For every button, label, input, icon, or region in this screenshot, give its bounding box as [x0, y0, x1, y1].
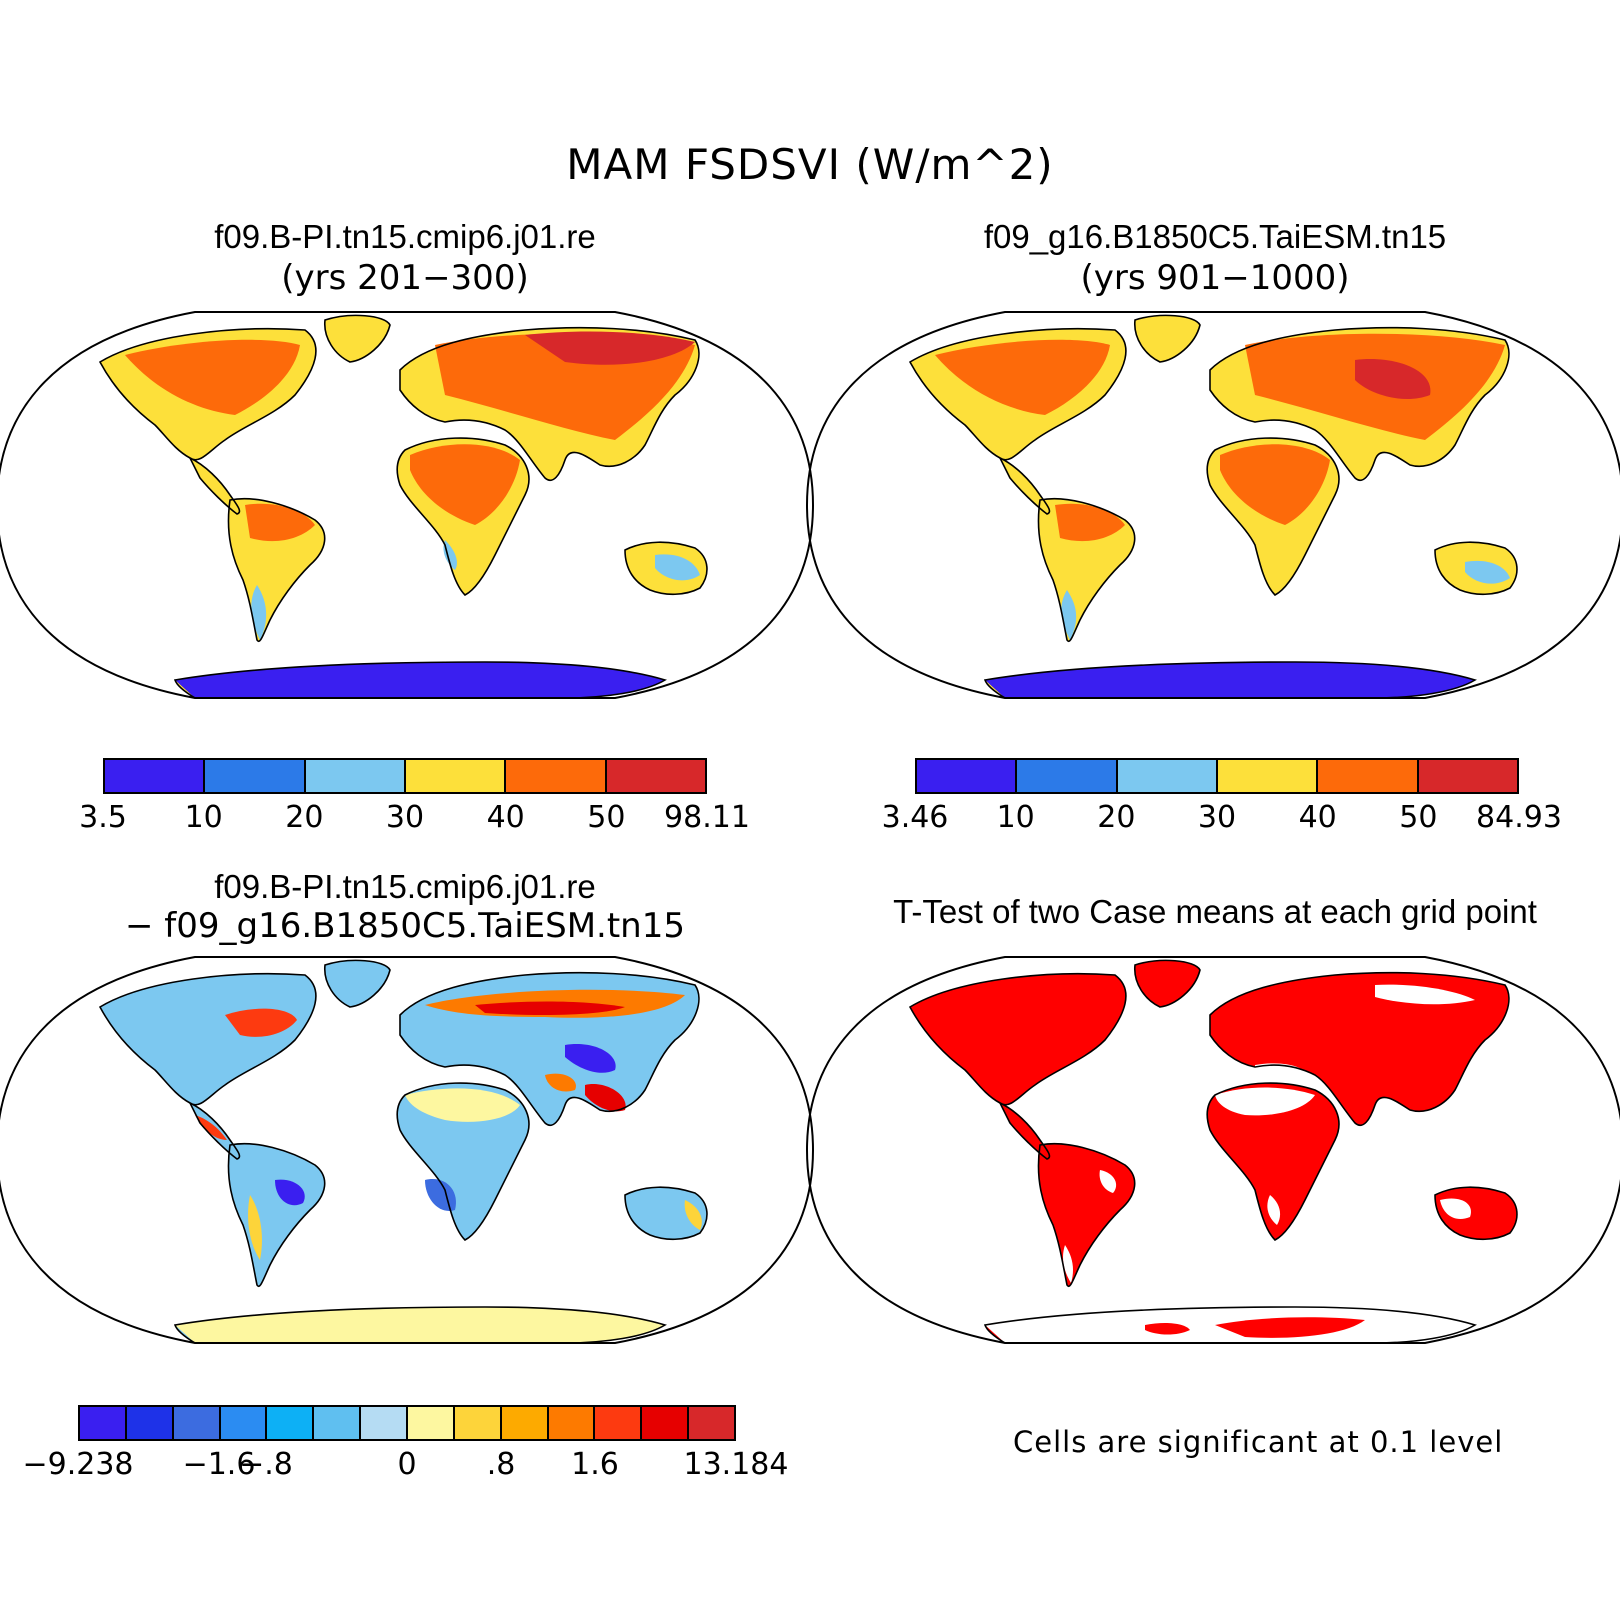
colorbar-box	[606, 760, 705, 792]
colorbar-box	[220, 1407, 268, 1439]
panel-bl-subtitle: − f09_g16.B1850C5.TaiESM.tn15	[125, 906, 685, 946]
colorbar-label: 98.11	[664, 800, 750, 835]
significance-note: Cells are significant at 0.1 level	[1013, 1425, 1504, 1459]
colorbar-box	[267, 1407, 315, 1439]
colorbar-label: −.8	[239, 1447, 293, 1482]
colorbar-box	[689, 1407, 735, 1439]
colorbar-label: 20	[1097, 800, 1136, 835]
colorbar-box	[917, 760, 1018, 792]
colorbar-label: 1.6	[571, 1447, 619, 1482]
colorbar-box	[1217, 760, 1319, 792]
colorbar-box	[305, 760, 406, 792]
colorbar-box	[501, 1407, 549, 1439]
colorbar-label: 20	[285, 800, 324, 835]
colorbar-label: 0	[397, 1447, 417, 1482]
colorbar-box	[405, 760, 507, 792]
colorbar-label: −9.238	[22, 1447, 134, 1482]
main-title: MAM FSDSVI (W/m^2)	[566, 140, 1054, 189]
colorbar-label: −1.6	[182, 1447, 256, 1482]
colorbar-box	[105, 760, 206, 792]
map-bottom-left	[0, 956, 815, 1344]
colorbar-box	[314, 1407, 362, 1439]
colorbar-box	[173, 1407, 221, 1439]
panel-tl-subtitle: (yrs 201−300)	[281, 258, 529, 298]
colorbar-box	[1418, 760, 1517, 792]
panel-tl-title: f09.B-PI.tn15.cmip6.j01.re	[214, 218, 596, 255]
colorbar-label: 40	[1298, 800, 1337, 835]
colorbar-label: 50	[1399, 800, 1438, 835]
map-top-left	[0, 311, 815, 699]
colorbar-box	[126, 1407, 174, 1439]
colorbar-box	[205, 760, 306, 792]
panel-tr-title: f09_g16.B1850C5.TaiESM.tn15	[983, 218, 1447, 255]
colorbar-box	[595, 1407, 643, 1439]
colorbar-label: 84.93	[1476, 800, 1562, 835]
colorbar-box	[642, 1407, 690, 1439]
colorbar-label: 10	[996, 800, 1035, 835]
map-top-right	[805, 311, 1620, 699]
colorbar-box	[548, 1407, 596, 1439]
colorbar-label: 10	[184, 800, 223, 835]
colorbar-label: 30	[385, 800, 425, 835]
colorbar-box	[80, 1407, 127, 1439]
colorbar-top-left	[103, 758, 707, 794]
panel-bl-title: f09.B-PI.tn15.cmip6.j01.re	[214, 868, 596, 905]
colorbar-label: 30	[1197, 800, 1237, 835]
panel-br-title: T-Test of two Case means at each grid po…	[893, 893, 1537, 930]
colorbar-box	[506, 760, 607, 792]
panel-tr-subtitle: (yrs 901−1000)	[1080, 258, 1350, 298]
colorbar-bottom-left	[78, 1405, 736, 1441]
colorbar-label: 3.46	[881, 800, 949, 835]
colorbar-box	[1017, 760, 1118, 792]
colorbar-top-right	[915, 758, 1519, 794]
colorbar-box	[454, 1407, 502, 1439]
colorbar-label: 3.5	[79, 800, 127, 835]
colorbar-label: .8	[486, 1447, 516, 1482]
colorbar-label: 40	[486, 800, 525, 835]
colorbar-label: 50	[587, 800, 626, 835]
colorbar-label: 13.184	[683, 1447, 789, 1482]
colorbar-box	[1117, 760, 1218, 792]
colorbar-box	[1318, 760, 1419, 792]
map-bottom-right	[805, 956, 1620, 1344]
colorbar-box	[361, 1407, 409, 1439]
colorbar-box	[408, 1407, 455, 1439]
